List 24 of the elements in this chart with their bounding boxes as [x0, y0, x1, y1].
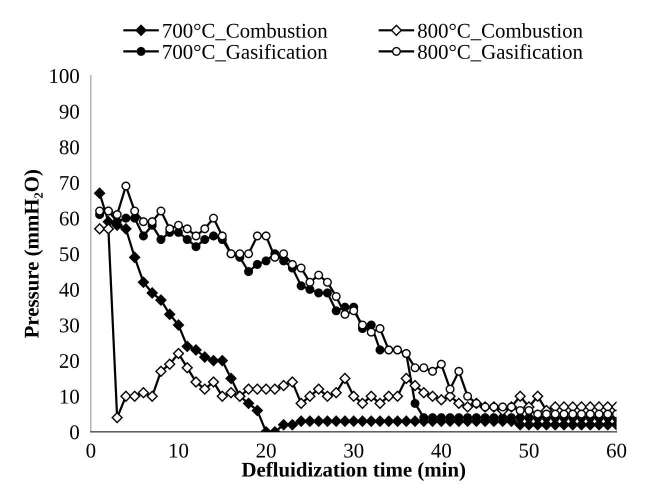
y-tick-label: 40: [59, 282, 79, 297]
y-tick-label: 20: [60, 354, 79, 368]
x-tick-label: 40: [431, 444, 451, 458]
y-tick-label: 70: [60, 176, 79, 190]
legend-label: 800°C_Combustion: [418, 23, 583, 40]
y-tick-label: 90: [60, 104, 79, 119]
y-tick-label: 50: [60, 247, 79, 262]
y-tick-label: 0: [70, 425, 79, 440]
x-tick-label: 60: [607, 444, 626, 458]
y-tick-label: 80: [60, 140, 79, 154]
x-tick-label: 50: [520, 444, 539, 458]
legend-label: 800°C_Gasification: [418, 44, 583, 62]
x-tick-label: 30: [344, 444, 364, 458]
legend-label: 700°C_Gasification: [163, 44, 328, 62]
y-tick-label: 30: [60, 318, 79, 332]
x-axis-title: Defluidization time (min): [242, 462, 466, 481]
y-axis-title: Pressure (mmH₂O): [24, 170, 43, 338]
y-tick-label: 60: [60, 212, 79, 226]
x-tick-label: 10: [170, 444, 188, 458]
legend-label: 700°C_Combustion: [163, 23, 328, 40]
x-tick-label: 0: [86, 444, 96, 458]
x-tick-label: 20: [256, 444, 276, 458]
y-tick-label: 10: [60, 390, 79, 404]
y-tick-label: 100: [50, 69, 79, 84]
